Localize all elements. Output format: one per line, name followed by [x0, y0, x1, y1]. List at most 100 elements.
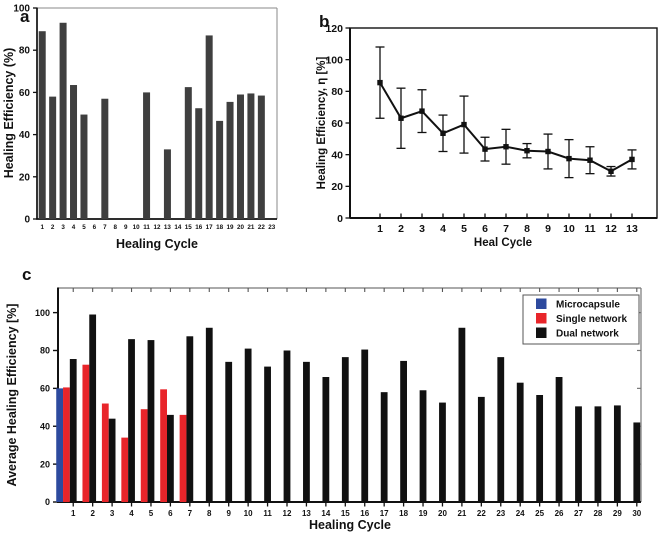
- bar-dual-network-cycle-21: [458, 327, 466, 502]
- x-tick-label: 3: [61, 224, 65, 231]
- chart-c-grouped-bar-chart: c Average Healing Efficiency [%] Healing…: [5, 265, 642, 532]
- bar-dual-network-cycle-14: [322, 377, 330, 502]
- legend-label-1: Single network: [556, 314, 628, 325]
- y-tick-label: 60: [331, 118, 343, 130]
- bar-single-network-cycle-5: [140, 409, 148, 502]
- x-tick-label: 5: [149, 509, 154, 518]
- bar-a-cycle-1: [38, 31, 46, 220]
- x-tick-label: 26: [555, 509, 564, 518]
- bar-dual-network-cycle-15: [341, 357, 349, 502]
- bar-a-cycle-13: [163, 149, 171, 219]
- x-tick-label: 22: [258, 224, 266, 231]
- bar-a-cycle-18: [216, 120, 224, 219]
- legend-label-0: Microcapsule: [556, 300, 620, 311]
- x-tick-label: 18: [399, 509, 408, 518]
- x-tick-label: 11: [263, 509, 272, 518]
- bar-dual-network-cycle-27: [575, 406, 582, 502]
- panel-label-b: b: [319, 12, 329, 31]
- x-tick-label: 8: [114, 224, 118, 231]
- x-tick-label: 6: [168, 509, 173, 518]
- bar-single-network-cycle-2: [82, 364, 90, 502]
- y-tick-label: 100: [325, 54, 343, 66]
- x-tick-label: 28: [593, 509, 602, 518]
- x-tick-label: 3: [110, 509, 115, 518]
- y-tick-label: 40: [40, 421, 50, 431]
- data-point-cycle-9: [545, 148, 551, 155]
- data-point-cycle-10: [566, 155, 572, 162]
- y-tick-label: 60: [19, 88, 31, 99]
- bar-a-cycle-20: [236, 94, 244, 219]
- bar-dual-network-cycle-11: [264, 366, 271, 502]
- x-tick-label: 23: [268, 224, 276, 231]
- bar-a-cycle-2: [49, 96, 57, 219]
- x-tick-label: 4: [72, 224, 76, 231]
- x-tick-label: 21: [457, 509, 466, 518]
- y-tick-label: 100: [13, 4, 30, 15]
- bar-a-cycle-21: [247, 93, 255, 219]
- x-tick-label: 8: [524, 223, 530, 235]
- bar-dual-network-cycle-2: [89, 314, 97, 502]
- bar-dual-network-cycle-17: [380, 392, 388, 502]
- x-tick-label: 27: [574, 509, 583, 518]
- bar-dual-network-cycle-9: [225, 361, 233, 502]
- chart-a-y-axis-label: Healing Efficiency (%): [2, 48, 16, 179]
- data-point-cycle-8: [524, 148, 530, 154]
- x-tick-label: 29: [613, 509, 622, 518]
- x-tick-label: 6: [93, 224, 97, 231]
- x-tick-label: 7: [503, 223, 509, 235]
- legend: Microcapsule Single network Dual network: [522, 294, 640, 345]
- x-tick-label: 17: [380, 509, 389, 518]
- legend-swatch-0: [536, 298, 547, 309]
- x-tick-label: 20: [237, 224, 245, 231]
- x-tick-label: 23: [496, 509, 505, 518]
- bar-dual-network-cycle-10: [244, 348, 252, 502]
- chart-b-y-axis-label: Healing Efficiency, η [%]: [316, 56, 328, 189]
- panel-label-a: a: [20, 7, 30, 26]
- x-tick-label: 12: [283, 509, 292, 518]
- y-tick-label: 20: [19, 172, 31, 183]
- data-point-cycle-3: [419, 108, 425, 114]
- x-tick-label: 24: [516, 509, 525, 518]
- x-tick-label: 2: [51, 224, 55, 231]
- data-point-cycle-1: [377, 79, 383, 86]
- x-tick-label: 13: [164, 224, 172, 231]
- data-point-cycle-5: [461, 121, 467, 128]
- bar-dual-network-cycle-16: [361, 349, 369, 502]
- x-tick-label: 7: [103, 224, 107, 231]
- x-tick-label: 9: [545, 223, 551, 235]
- x-tick-label: 21: [247, 224, 255, 231]
- x-tick-label: 20: [438, 509, 447, 518]
- chart-b-x-axis-label: Heal Cycle: [474, 237, 532, 249]
- chart-b-line-chart: b Healing Efficiency, η [%] Heal Cycle 0…: [316, 12, 658, 249]
- y-tick-label: 20: [40, 459, 50, 469]
- x-tick-label: 11: [584, 223, 595, 235]
- bar-dual-network-cycle-23: [497, 357, 505, 502]
- chart-a-x-axis-label: Healing Cycle: [116, 237, 198, 251]
- bar-dual-network-cycle-26: [555, 377, 563, 502]
- x-tick-label: 1: [40, 224, 44, 231]
- x-tick-label: 1: [71, 509, 76, 518]
- legend-swatch-1: [536, 313, 547, 324]
- chart-a-bar-chart: a Healing Efficiency (%) Healing Cycle 0…: [2, 4, 278, 251]
- bar-a-cycle-15: [184, 87, 192, 219]
- bar-dual-network-cycle-30: [633, 422, 641, 502]
- y-tick-label: 80: [40, 346, 50, 356]
- bar-a-cycle-16: [195, 108, 203, 219]
- panel-label-c: c: [22, 265, 31, 284]
- x-tick-label: 2: [398, 223, 404, 235]
- data-point-cycle-7: [503, 144, 509, 150]
- bar-dual-network-cycle-8: [205, 327, 213, 502]
- bar-dual-network-cycle-19: [419, 390, 427, 502]
- x-tick-label: 13: [626, 223, 638, 235]
- bar-dual-network-cycle-13: [303, 361, 310, 502]
- bar-microcapsule-cycle-1: [56, 388, 64, 502]
- x-tick-label: 8: [207, 509, 212, 518]
- bar-single-network-cycle-4: [121, 437, 129, 502]
- x-tick-label: 5: [461, 223, 467, 235]
- y-tick-label: 60: [40, 384, 50, 394]
- y-tick-label: 0: [337, 213, 343, 225]
- bar-dual-network-cycle-12: [283, 350, 291, 502]
- x-tick-label: 30: [632, 509, 641, 518]
